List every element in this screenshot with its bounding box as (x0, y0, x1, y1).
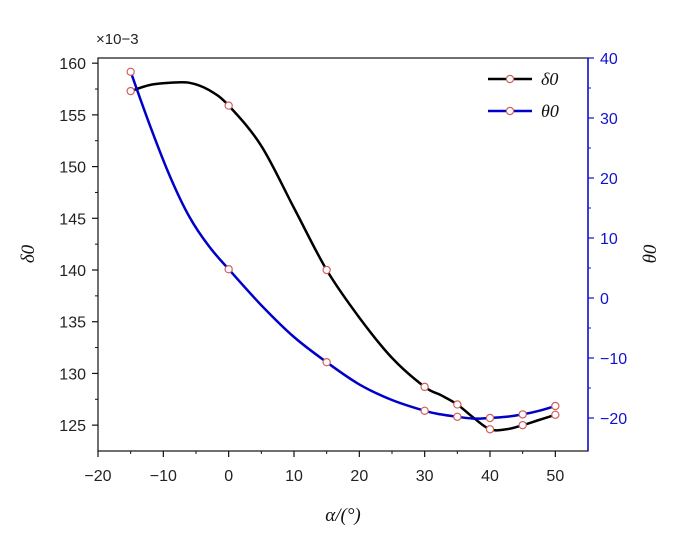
x-axis: −20 −10 0 10 20 30 40 50 (84, 451, 564, 485)
data-point-0 (224, 101, 233, 110)
x-tick-label: 50 (546, 468, 564, 485)
y-left-tick-label: 130 (59, 366, 86, 383)
y-left-tick-label: 160 (59, 56, 86, 73)
right-y-axis-title: θ0 (640, 244, 661, 263)
legend-marker-delta (505, 74, 515, 84)
series-line-1 (129, 71, 556, 420)
data-point-1 (126, 67, 135, 77)
x-tick-label: −10 (150, 468, 177, 485)
legend-marker-theta (505, 106, 515, 116)
x-tick-label: 0 (224, 468, 233, 485)
y-right-tick-label: 20 (600, 171, 618, 188)
data-point-1 (420, 406, 429, 415)
x-axis-title: α/(°) (325, 505, 361, 526)
data-point-0 (322, 265, 331, 275)
x-tick-label: 40 (481, 468, 499, 485)
y-right-tick-label: 0 (600, 291, 609, 308)
legend: δ0 θ0 (488, 69, 559, 121)
data-point-1 (453, 412, 462, 421)
data-point-0 (551, 410, 560, 420)
series-line-0 (130, 80, 556, 432)
x-tick-label: 30 (416, 468, 434, 485)
data-point-0 (420, 382, 429, 392)
legend-label-theta: θ0 (541, 101, 559, 121)
y-right-tick-label: 10 (600, 231, 618, 248)
series-lines (129, 71, 556, 432)
data-point-1 (224, 265, 233, 274)
data-point-0 (485, 425, 495, 434)
y-left-tick-label: 145 (59, 211, 86, 228)
data-point-0 (518, 420, 527, 430)
x-tick-label: 10 (285, 468, 303, 485)
y-left-tick-label: 135 (59, 315, 86, 332)
series-markers (126, 67, 560, 434)
right-y-axis: −20 −10 0 10 20 30 40 (588, 51, 627, 428)
y-right-tick-label: −10 (600, 351, 627, 368)
y-left-tick-label: 140 (59, 263, 86, 280)
plot-frame (97, 57, 589, 452)
legend-label-delta: δ0 (541, 69, 558, 89)
data-point-1 (322, 358, 331, 367)
x-tick-label: −20 (84, 468, 111, 485)
left-y-axis-title: δ0 (18, 244, 39, 263)
data-point-1 (551, 401, 560, 411)
x-tick-label: 20 (350, 468, 368, 485)
y-left-tick-label: 155 (59, 108, 86, 125)
data-point-0 (453, 400, 462, 409)
data-point-1 (485, 413, 495, 423)
data-point-1 (518, 410, 527, 419)
left-y-axis: 125 130 135 140 145 150 155 160 (59, 56, 98, 435)
y-right-tick-label: 30 (600, 111, 618, 128)
y-left-tick-label: 150 (59, 160, 86, 177)
data-point-0 (126, 86, 135, 96)
y-right-tick-label: 40 (600, 51, 618, 68)
y-right-tick-label: −20 (600, 411, 627, 428)
y-multiplier-label: ×10−3 (96, 31, 139, 48)
y-left-tick-label: 125 (59, 418, 86, 435)
